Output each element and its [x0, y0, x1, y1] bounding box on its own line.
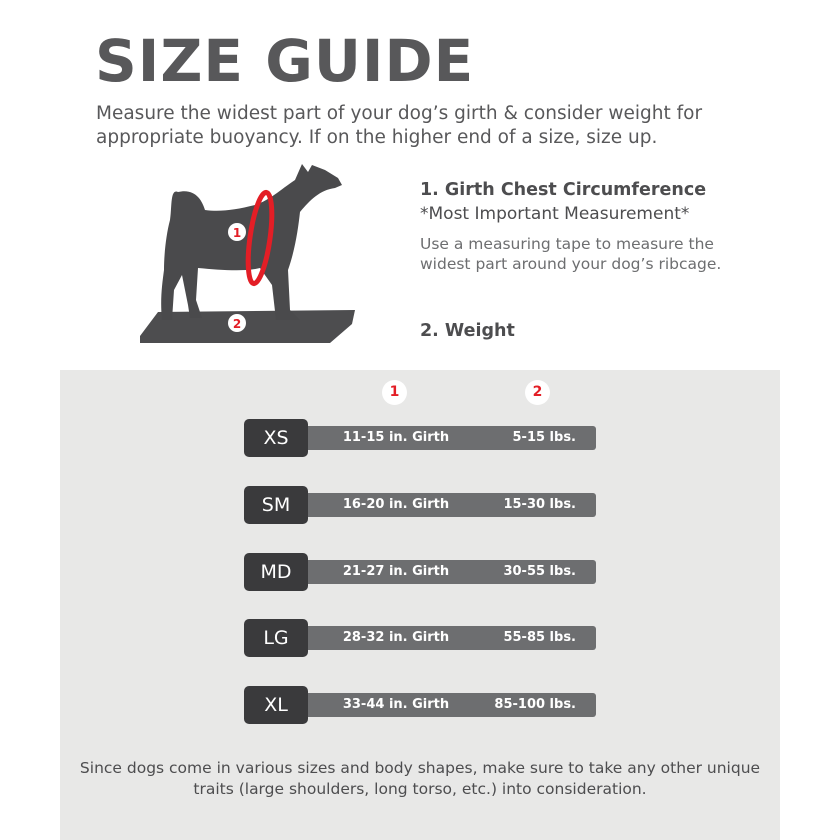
weight-value: 30-55 lbs.: [503, 564, 576, 579]
intro-text: Measure the widest part of your dog’s gi…: [96, 103, 703, 148]
girth-value: 21-27 in. Girth: [342, 564, 450, 579]
page-title: SIZE GUIDE: [95, 27, 475, 95]
size-row: SM 16-20 in. Girth 15-30 lbs.: [244, 486, 596, 524]
girth-title: 1. Girth Chest Circumference: [420, 180, 707, 200]
svg-text:1: 1: [233, 226, 241, 240]
size-row: MD 21-27 in. Girth 30-55 lbs.: [244, 553, 596, 591]
girth-note: *Most Important Measurement*: [420, 204, 690, 224]
weight-value: 5-15 lbs.: [512, 430, 577, 445]
scale-platform: [140, 310, 355, 343]
size-bar: 16-20 in. Girth 15-30 lbs.: [302, 493, 596, 517]
girth-value: 16-20 in. Girth: [342, 497, 450, 512]
girth-value: 33-44 in. Girth: [342, 697, 450, 712]
dog-measurement-illustration: 1 2: [140, 164, 355, 343]
girth-marker: 1: [382, 380, 407, 405]
size-badge: SM: [244, 486, 308, 524]
size-badge: MD: [244, 553, 308, 591]
weight-marker: 2: [525, 380, 550, 405]
size-bar: 33-44 in. Girth 85-100 lbs.: [302, 693, 596, 717]
size-row: XL 33-44 in. Girth 85-100 lbs.: [244, 686, 596, 724]
girth-description: Use a measuring tape to measure the wide…: [420, 235, 722, 273]
size-bar: 11-15 in. Girth 5-15 lbs.: [302, 426, 596, 450]
size-bar: 28-32 in. Girth 55-85 lbs.: [302, 626, 596, 650]
size-badge: XS: [244, 419, 308, 457]
size-bar: 21-27 in. Girth 30-55 lbs.: [302, 560, 596, 584]
size-row: XS 11-15 in. Girth 5-15 lbs.: [244, 419, 596, 457]
size-badge: XL: [244, 686, 308, 724]
svg-text:2: 2: [233, 317, 241, 331]
weight-title: 2. Weight: [420, 321, 515, 341]
weight-value: 55-85 lbs.: [503, 630, 576, 645]
girth-value: 11-15 in. Girth: [342, 430, 450, 445]
size-row: LG 28-32 in. Girth 55-85 lbs.: [244, 619, 596, 657]
size-badge: LG: [244, 619, 308, 657]
weight-value: 15-30 lbs.: [503, 497, 576, 512]
footer-note: Since dogs come in various sizes and bod…: [79, 759, 761, 798]
weight-value: 85-100 lbs.: [494, 697, 576, 712]
girth-value: 28-32 in. Girth: [342, 630, 450, 645]
girth-ring: [245, 189, 275, 287]
